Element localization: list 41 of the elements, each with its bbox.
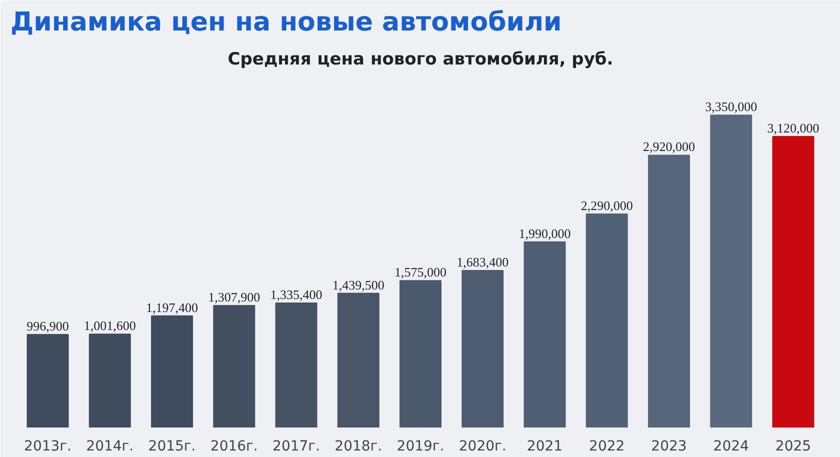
data-label: 1,990,000 — [518, 226, 571, 241]
bar — [88, 334, 131, 428]
data-label: 1,575,000 — [394, 264, 446, 280]
x-tick-label: 2025 — [775, 438, 812, 454]
chart-subtitle: Средняя цена нового автомобиля, руб. — [228, 50, 614, 70]
x-tick-label: 2019г. — [396, 438, 444, 454]
x-tick-label: 2016г. — [210, 438, 258, 454]
bar — [462, 270, 504, 428]
data-label: 1,197,400 — [146, 300, 198, 315]
data-label: 3,350,000 — [705, 99, 758, 114]
bar — [648, 154, 690, 428]
x-tick-label: 2022 — [589, 438, 625, 454]
bar — [337, 292, 380, 428]
data-label: 1,001,600 — [84, 318, 136, 334]
bar — [275, 302, 318, 428]
data-label: 1,683,400 — [456, 254, 509, 270]
bar — [400, 280, 442, 428]
x-tick-label: 2024 — [713, 438, 750, 454]
x-tick-label: 2021 — [526, 438, 563, 454]
bar — [26, 334, 69, 428]
bar — [586, 213, 628, 428]
bar — [710, 114, 752, 428]
data-label: 3,120,000 — [767, 120, 820, 136]
x-tick-label: 2023 — [651, 438, 687, 454]
data-label: 2,920,000 — [642, 139, 695, 154]
data-label: 2,290,000 — [580, 198, 633, 213]
data-label: 1,439,500 — [332, 277, 384, 292]
chart-title: Динамика цен на новые автомобили — [10, 8, 562, 38]
bar — [151, 315, 194, 428]
data-label: 996,900 — [26, 318, 69, 334]
x-tick-label: 2020г. — [458, 438, 506, 454]
data-label: 1,335,400 — [270, 286, 322, 302]
x-tick-label: 2015г. — [148, 438, 196, 454]
x-tick-label: 2014г. — [86, 438, 134, 454]
x-tick-label: 2017г. — [272, 438, 320, 454]
bar — [213, 305, 256, 428]
data-label: 1,307,900 — [208, 290, 260, 305]
x-tick-label: 2013г. — [24, 438, 72, 454]
bar — [524, 241, 566, 428]
bar — [772, 136, 814, 428]
x-tick-label: 2018г. — [334, 438, 382, 454]
